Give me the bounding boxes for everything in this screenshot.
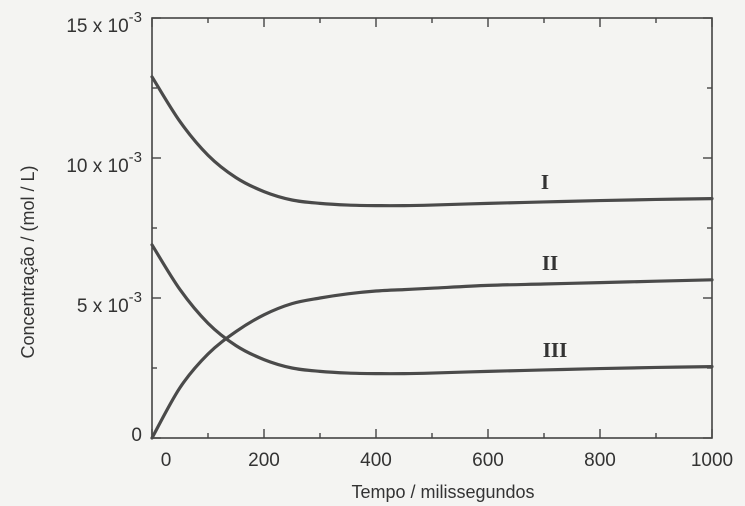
x-tick-label: 200 (248, 450, 280, 471)
x-axis-label: Tempo / milissegundos (351, 482, 534, 502)
y-tick-label: 0 (131, 425, 142, 446)
x-tick-label: 800 (584, 450, 616, 471)
tick-marks (151, 17, 713, 439)
series-line-iii (150, 243, 714, 376)
x-tick-label: 600 (472, 450, 504, 471)
x-tick-labels: 0 200 400 600 800 1000 (161, 450, 733, 471)
y-tick-label: 10 x 10-3 (66, 149, 142, 177)
plot-frame (151, 17, 713, 439)
y-tick-label: 5 x 10-3 (77, 289, 142, 317)
series-curves (150, 75, 714, 440)
x-tick-label: 1000 (691, 450, 733, 471)
series-label-ii: II (542, 251, 558, 275)
y-tick-labels: 0 5 x 10-3 10 x 10-3 15 x 10-3 (66, 9, 142, 446)
series-label-iii: III (543, 338, 568, 362)
series-label-i: I (541, 170, 549, 194)
series-line-ii (150, 278, 714, 440)
y-tick-label: 15 x 10-3 (66, 9, 142, 37)
series-line-i (150, 75, 714, 208)
y-axis-label: Concentração / (mol / L) (18, 165, 38, 358)
x-tick-label: 400 (360, 450, 392, 471)
x-tick-label: 0 (161, 450, 172, 471)
